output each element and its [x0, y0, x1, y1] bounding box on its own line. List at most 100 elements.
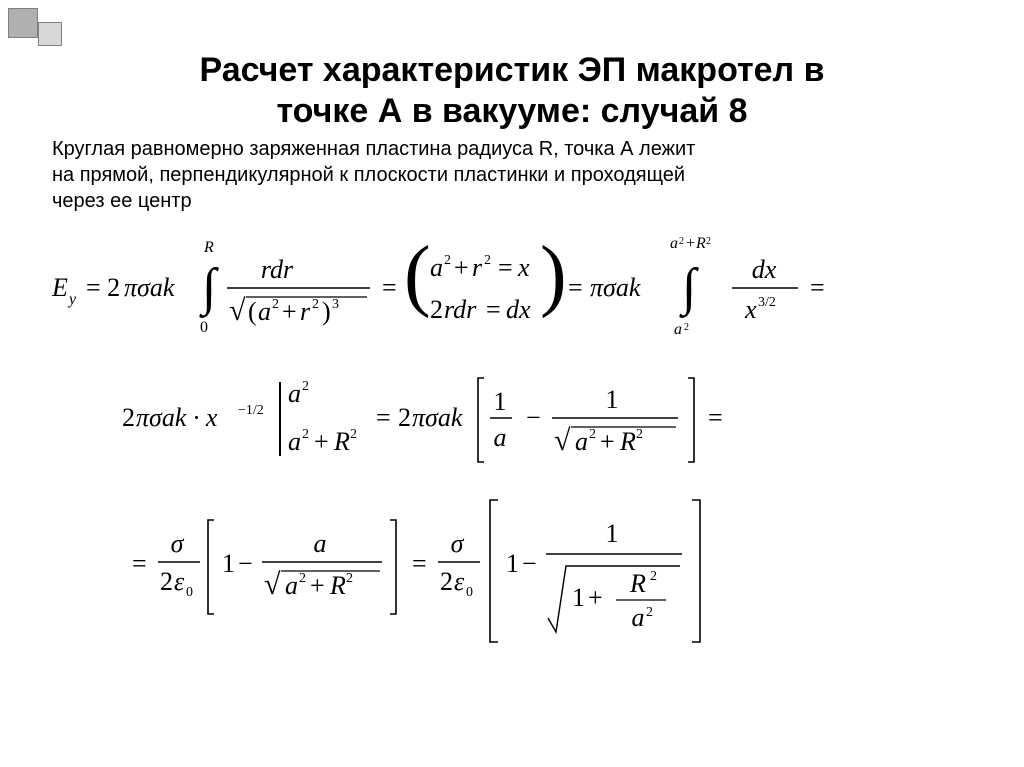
svg-text:): ) [322, 297, 331, 326]
svg-text:=: = [376, 403, 391, 432]
svg-text:): ) [540, 231, 567, 319]
svg-text:1: 1 [572, 583, 585, 612]
equation-3: = σ 2 ε 0 1 − a √ a 2 + R 2 [122, 492, 902, 652]
deco-square-light [38, 22, 62, 46]
svg-text:dx: dx [752, 255, 777, 284]
svg-text:2: 2 [398, 403, 411, 432]
svg-text:0: 0 [186, 585, 193, 600]
svg-text:1: 1 [222, 549, 235, 578]
svg-text:ε: ε [454, 567, 465, 596]
svg-text:πσak: πσak [590, 273, 641, 302]
svg-text:2: 2 [430, 295, 443, 324]
body-text: Круглая равномерно заряженная пластина р… [0, 132, 1024, 214]
svg-text:σ: σ [451, 529, 465, 558]
svg-text:σ: σ [171, 529, 185, 558]
slide: Расчет характеристик ЭП макротел в точке… [0, 0, 1024, 767]
svg-text:(: ( [404, 231, 431, 319]
svg-text:√: √ [554, 424, 571, 457]
equation-2: 2 πσak · x −1/2 a 2 a 2 + R 2 = 2 πσak 1 [122, 364, 902, 474]
svg-text:∫: ∫ [679, 259, 699, 318]
svg-text:R: R [333, 427, 350, 456]
svg-text:−1/2: −1/2 [238, 403, 264, 418]
svg-text:R: R [695, 235, 706, 252]
svg-text:x: x [744, 295, 757, 324]
svg-text:2: 2 [706, 236, 711, 247]
svg-text:a: a [314, 529, 327, 558]
svg-text:=: = [708, 403, 723, 432]
svg-text:2: 2 [312, 297, 319, 312]
svg-text:a: a [258, 297, 271, 326]
svg-text:+: + [588, 583, 603, 612]
svg-text:a: a [288, 427, 301, 456]
svg-text:√: √ [229, 294, 246, 327]
svg-text:a: a [575, 427, 588, 456]
svg-text:a: a [670, 235, 678, 252]
svg-text:πσak: πσak [412, 403, 463, 432]
svg-text:2: 2 [589, 427, 596, 442]
svg-text:+: + [600, 427, 615, 456]
svg-text:r: r [472, 253, 483, 282]
svg-text:=: = [568, 273, 583, 302]
svg-text:r: r [300, 297, 311, 326]
svg-text:R: R [203, 239, 214, 256]
svg-text:2: 2 [272, 297, 279, 312]
svg-text:1: 1 [606, 385, 619, 414]
slide-title: Расчет характеристик ЭП макротел в точке… [0, 0, 1024, 132]
svg-text:−: − [526, 403, 541, 432]
svg-text:(: ( [248, 297, 257, 326]
body-line-2: на прямой, перпендикулярной к плоскости … [52, 164, 685, 186]
body-line-1: Круглая равномерно заряженная пластина р… [52, 138, 695, 160]
svg-text:rdr: rdr [444, 295, 477, 324]
svg-text:x: x [517, 253, 530, 282]
svg-text:0: 0 [200, 319, 208, 336]
svg-text:+: + [686, 235, 695, 252]
svg-text:+: + [314, 427, 329, 456]
svg-text:2: 2 [646, 605, 653, 620]
svg-text:2: 2 [650, 569, 657, 584]
svg-text:3/2: 3/2 [758, 295, 776, 310]
svg-text:πσak: πσak [124, 273, 175, 302]
svg-text:=: = [132, 549, 147, 578]
svg-text:rdr: rdr [261, 255, 294, 284]
svg-text:2: 2 [679, 236, 684, 247]
svg-text:a: a [494, 423, 507, 452]
svg-text:y: y [67, 291, 77, 308]
svg-text:1: 1 [506, 549, 519, 578]
svg-text:a: a [674, 321, 682, 338]
svg-text:2: 2 [302, 427, 309, 442]
svg-text:πσak · x: πσak · x [136, 403, 218, 432]
svg-text:2: 2 [122, 403, 135, 432]
svg-text:a: a [632, 603, 645, 632]
svg-text:−: − [238, 549, 253, 578]
svg-text:=: = [412, 549, 427, 578]
body-line-3: через ее центр [52, 190, 192, 212]
svg-text:1: 1 [606, 519, 619, 548]
svg-text:R: R [619, 427, 636, 456]
svg-text:2: 2 [636, 427, 643, 442]
svg-text:=: = [486, 295, 501, 324]
svg-text:∫: ∫ [199, 259, 219, 318]
svg-text:=: = [810, 273, 825, 302]
svg-text:3: 3 [332, 297, 339, 312]
svg-text:1: 1 [494, 387, 507, 416]
svg-text:R: R [629, 569, 646, 598]
svg-text:2: 2 [350, 427, 357, 442]
svg-text:R: R [329, 571, 346, 600]
svg-text:0: 0 [466, 585, 473, 600]
svg-text:a: a [430, 253, 443, 282]
equation-1: E y = 2 πσak ∫ 0 R rdr √ ( a 2 + r 2 [52, 226, 972, 346]
svg-text:2: 2 [160, 567, 173, 596]
svg-text:2: 2 [684, 322, 689, 333]
title-line-1: Расчет характеристик ЭП макротел в [199, 51, 824, 89]
svg-text:dx: dx [506, 295, 531, 324]
svg-text:ε: ε [174, 567, 185, 596]
svg-text:2: 2 [444, 253, 451, 268]
svg-text:√: √ [264, 568, 281, 601]
math-area: E y = 2 πσak ∫ 0 R rdr √ ( a 2 + r 2 [0, 214, 1024, 670]
svg-text:2: 2 [299, 571, 306, 586]
svg-text:a: a [285, 571, 298, 600]
svg-text:a: a [288, 379, 301, 408]
corner-decoration [8, 8, 64, 64]
svg-text:+: + [282, 297, 297, 326]
svg-text:=: = [382, 273, 397, 302]
